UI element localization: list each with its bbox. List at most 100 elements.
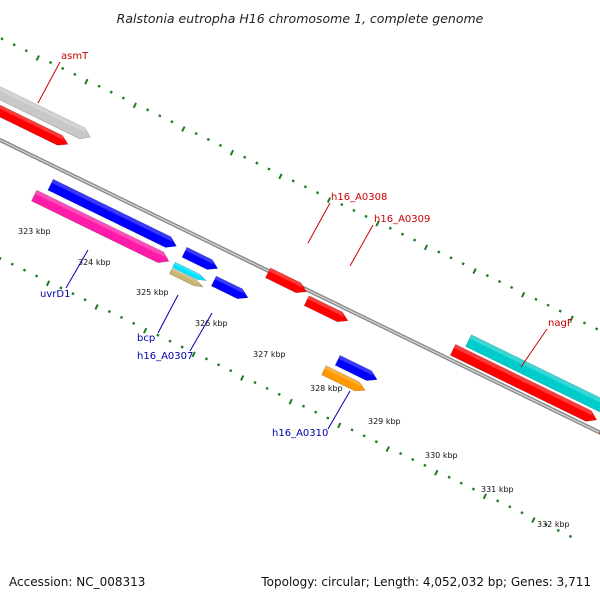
gene-label-bcp[interactable]: bcp xyxy=(137,333,155,344)
tick-mark-lower xyxy=(45,280,51,287)
tick-mark-lower xyxy=(10,262,14,266)
tick-mark-upper xyxy=(48,60,53,65)
tick-mark-upper xyxy=(461,262,465,266)
tick-mark-lower xyxy=(180,345,184,349)
tick-mark-lower xyxy=(265,386,269,391)
tick-mark-lower xyxy=(459,481,463,485)
tick-mark-lower xyxy=(216,363,221,367)
gene-label-h16-a0308-leader xyxy=(307,202,331,244)
tick-mark-upper xyxy=(278,173,283,180)
gene-feature xyxy=(47,178,177,248)
tick-mark-upper xyxy=(437,250,441,254)
gene-h16-a0307 xyxy=(169,268,205,288)
gene-nagf xyxy=(465,334,600,413)
tick-mark-upper xyxy=(84,78,89,85)
gene-label-h16-a0309-leader xyxy=(349,224,374,267)
tick-mark-upper xyxy=(472,268,477,274)
tick-mark-upper xyxy=(24,49,28,53)
tick-mark-upper xyxy=(449,256,453,260)
gene-feature-highlight xyxy=(185,247,214,265)
tick-mark-lower xyxy=(434,469,439,476)
gene-label-nagf-leader xyxy=(520,328,548,368)
tick-mark-upper xyxy=(194,131,198,136)
tick-mark-upper xyxy=(146,108,150,112)
gene-label-nagf[interactable]: nagF xyxy=(548,318,573,329)
gene-label-uvrd1[interactable]: uvrD1 xyxy=(40,289,70,300)
gene-label-h16-a0307[interactable]: h16_A0307 xyxy=(137,351,193,362)
tick-mark-upper xyxy=(206,137,210,142)
gene-feature xyxy=(449,343,598,422)
tick-mark-upper xyxy=(181,126,186,132)
tick-mark-upper xyxy=(303,185,307,189)
gene-h16-a0308-highlight xyxy=(268,267,303,288)
gene-label-h16-a0309[interactable]: h16_A0309 xyxy=(374,214,430,225)
tick-mark-lower xyxy=(168,339,172,343)
tick-mark-lower xyxy=(496,499,500,503)
gene-label-h16-a0310-leader xyxy=(327,390,351,430)
gene-h16-a0309 xyxy=(303,295,349,323)
tick-mark-lower xyxy=(119,315,124,320)
gene-bcp xyxy=(172,261,208,282)
gene-feature-highlight xyxy=(338,355,374,376)
tick-label: 332 kbp xyxy=(537,520,570,529)
tick-mark-upper xyxy=(0,37,4,41)
gene-feature-highlight xyxy=(0,104,64,141)
gene-h16-a0310 xyxy=(321,365,366,392)
tick-label: 329 kbp xyxy=(368,417,401,426)
tick-label: 325 kbp xyxy=(136,288,169,297)
gene-asmt-highlight xyxy=(0,86,87,134)
tick-mark-upper xyxy=(61,66,65,71)
tick-mark-upper xyxy=(132,102,137,109)
tick-marks xyxy=(0,37,599,539)
tick-mark-upper xyxy=(73,72,77,76)
gene-label-h16-a0308[interactable]: h16_A0308 xyxy=(331,192,387,203)
tick-mark-upper xyxy=(485,273,490,278)
tick-mark-upper xyxy=(340,202,344,207)
tick-mark-upper xyxy=(218,143,223,147)
tick-mark-upper xyxy=(534,297,538,301)
tick-mark-lower xyxy=(83,298,87,302)
tick-mark-lower xyxy=(204,357,209,361)
tick-mark-lower xyxy=(568,534,573,539)
tick-mark-upper xyxy=(412,238,417,242)
tick-mark-upper xyxy=(521,291,526,298)
tick-mark-lower xyxy=(191,351,196,358)
gene-feature-highlight xyxy=(51,179,173,242)
gene-labels: 323 kbp 324 kbp 325 kbp 326 kbp 327 kbp 328 k… xyxy=(18,51,573,529)
tick-mark-upper xyxy=(546,303,550,307)
tick-mark-lower xyxy=(482,493,487,500)
tick-mark-lower xyxy=(277,392,281,396)
tick-mark-upper xyxy=(326,197,332,203)
tick-mark-upper xyxy=(594,327,599,331)
accession-text: Accession: NC_008313 xyxy=(9,575,145,589)
tick-mark-lower xyxy=(326,416,330,420)
tick-mark-lower xyxy=(374,440,378,444)
gene-feature xyxy=(0,104,69,146)
tick-label: 327 kbp xyxy=(253,350,286,359)
tick-mark-upper xyxy=(569,315,574,322)
gene-label-uvrd1-leader xyxy=(65,249,89,289)
gene-label-h16-a0307-leader xyxy=(189,312,213,352)
tick-mark-upper xyxy=(291,179,295,183)
tick-mark-lower xyxy=(520,511,524,515)
tick-mark-lower xyxy=(301,404,306,408)
tick-mark-upper xyxy=(97,84,101,88)
gene-label-h16-a0310[interactable]: h16_A0310 xyxy=(272,428,328,439)
gene-label-asmt[interactable]: asmT xyxy=(61,51,89,62)
tick-mark-lower xyxy=(385,446,390,452)
tick-mark-upper xyxy=(255,161,259,165)
tick-mark-upper xyxy=(158,114,162,118)
gene-asmt xyxy=(0,86,91,140)
gene-label-bcp-leader xyxy=(157,294,179,334)
tick-label: 326 kbp xyxy=(195,319,228,328)
tick-mark-lower xyxy=(94,304,99,310)
tick-mark-upper xyxy=(400,232,405,236)
tick-mark-lower xyxy=(447,475,451,479)
tick-mark-lower xyxy=(362,434,366,438)
tick-mark-lower xyxy=(0,256,2,261)
tick-mark-upper xyxy=(423,244,429,251)
tick-mark-lower xyxy=(240,375,245,381)
tick-mark-lower xyxy=(34,274,39,278)
tick-mark-lower xyxy=(132,321,136,325)
